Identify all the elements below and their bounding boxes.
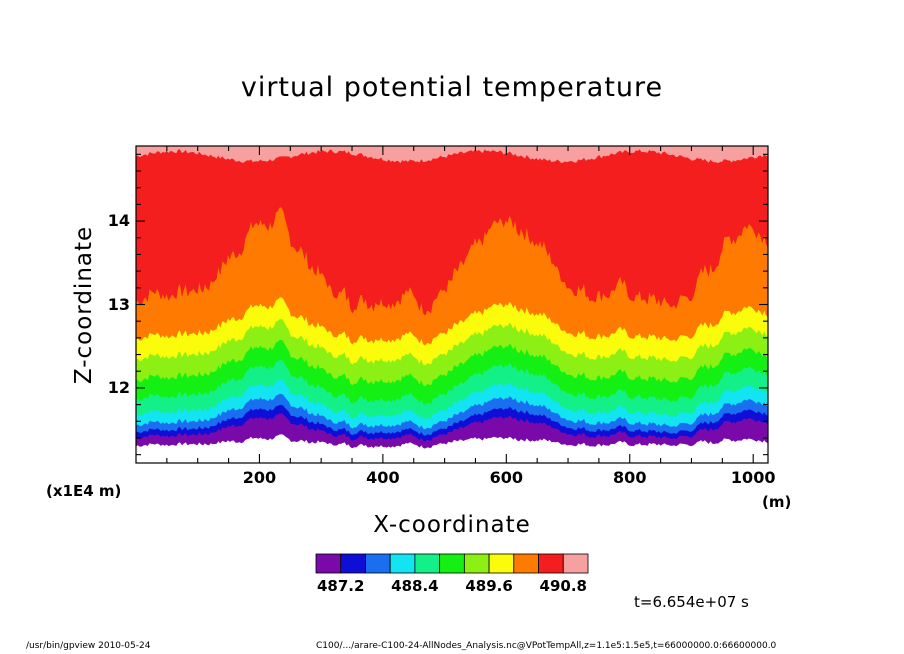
colorbar-label: 490.8	[539, 577, 587, 595]
colorbar-cell	[488, 553, 515, 574]
colorbar-cell	[538, 553, 564, 574]
colorbar-cell	[463, 553, 490, 574]
x-tick-label: 800	[613, 468, 647, 487]
time-label: t=6.654e+07 s	[634, 593, 749, 611]
colorbar-label: 488.4	[391, 577, 439, 595]
y-tick-label: 12	[107, 377, 130, 397]
colorbar-label: 487.2	[316, 577, 365, 595]
colorbar-cell	[439, 553, 465, 574]
y-axis-scale-label: (x1E4 m)	[46, 482, 122, 500]
colorbar-cell	[513, 553, 539, 574]
x-tick-label: 1000	[730, 468, 776, 487]
colorbar-cell	[414, 553, 441, 574]
chart-title: virtual potential temperature	[240, 72, 664, 103]
colorbar-cell	[340, 553, 366, 574]
colorbar	[315, 553, 589, 574]
x-axis-label: X-coordinate	[373, 512, 531, 538]
contour-band	[136, 146, 768, 316]
axis-ticks	[136, 146, 768, 463]
footer-left: /usr/bin/gpview 2010-05-24	[26, 641, 151, 651]
x-tick-label: 400	[366, 468, 400, 487]
x-tick-label: 600	[489, 468, 524, 487]
contour-band	[136, 146, 768, 164]
footer-right: C100/.../arare-C100-24-AllNodes_Analysis…	[316, 641, 777, 651]
colorbar-cell	[562, 553, 589, 574]
colorbar-cell	[315, 553, 342, 574]
y-tick-label: 14	[107, 211, 130, 231]
y-tick-label: 13	[107, 294, 130, 314]
x-tick-label: 200	[242, 468, 277, 487]
contour-field	[136, 146, 768, 463]
colorbar-cell	[365, 553, 391, 574]
colorbar-cell	[389, 553, 416, 574]
colorbar-label: 489.6	[465, 577, 513, 595]
x-axis-units: (m)	[762, 493, 792, 511]
